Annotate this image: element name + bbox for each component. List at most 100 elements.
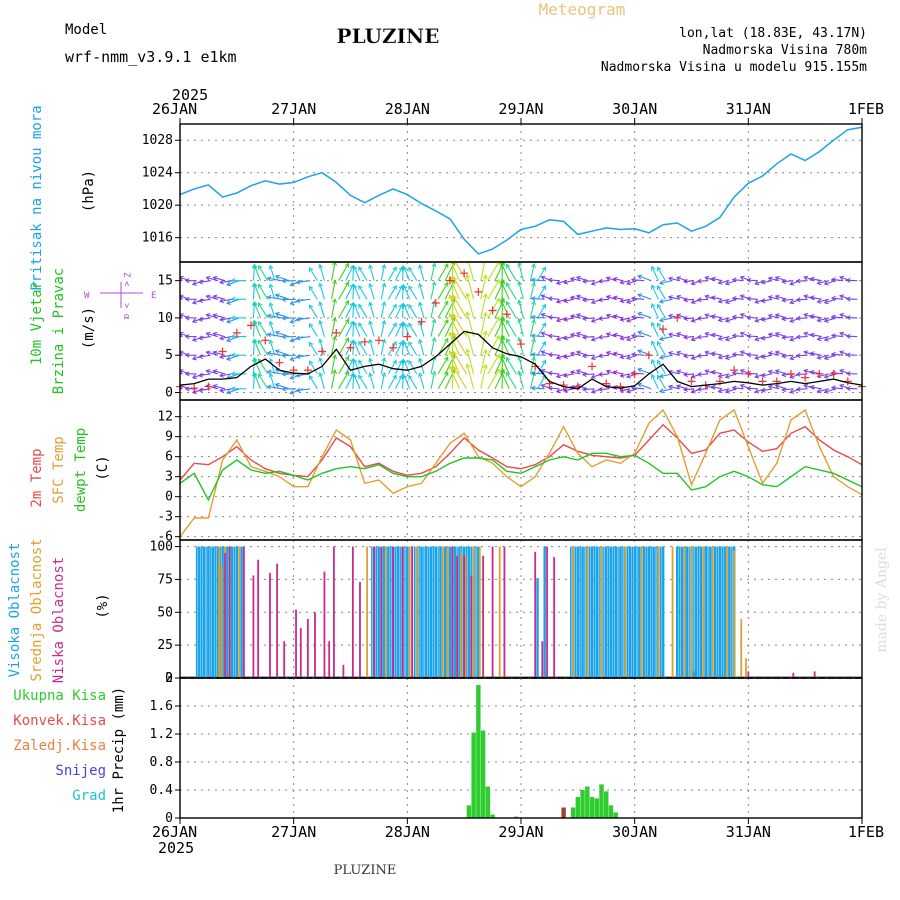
wind-arrow — [180, 276, 190, 282]
x-tick-label-top: 30JAN — [612, 100, 657, 118]
wind-arrow-head — [637, 311, 643, 317]
cloud-mid-bar — [472, 546, 475, 678]
wind-arrow — [782, 317, 794, 320]
wind-arrow-head — [219, 298, 224, 304]
cloud-low-bar — [546, 546, 548, 678]
cloud-low-bar — [257, 559, 260, 678]
wind-arrow — [651, 303, 659, 319]
wind-arrow-head — [466, 256, 470, 260]
wind-arrow-head — [809, 369, 815, 375]
pressure-ytick-label: 1024 — [142, 166, 173, 181]
wind-arrow — [437, 371, 449, 390]
wind-arrow-head — [789, 389, 795, 394]
cloud-low-bar — [328, 641, 331, 678]
wind-arrow-head — [581, 386, 587, 392]
wind-arrow — [180, 351, 190, 356]
wind-arrow-head — [408, 322, 413, 328]
wind-arrow — [732, 334, 744, 338]
wind-arrow-head — [803, 350, 809, 356]
wind-arrow-head — [452, 366, 458, 371]
wind-arrow — [651, 266, 659, 281]
wind-arrow-head — [830, 333, 836, 339]
wind-arrow — [500, 337, 510, 356]
cloud-mid-bar — [572, 546, 574, 678]
wind-arrow-head — [626, 317, 631, 323]
wind-arrow-head — [724, 317, 730, 323]
wind-arrow-head — [392, 303, 397, 309]
cloud-high-bar — [399, 546, 401, 678]
wind-arrow-head — [381, 372, 387, 377]
wind-arrow — [480, 312, 487, 337]
wind-arrow-head — [569, 295, 575, 301]
wind-arrow-head — [612, 276, 618, 282]
wind-arrow-head — [381, 338, 387, 344]
wind-arrow-head — [731, 351, 737, 357]
cloud-high-bar — [221, 546, 224, 678]
wind-arrow-head — [184, 334, 190, 340]
wind-arrow — [198, 354, 211, 358]
model-elevation-text: Nadmorska Visina u modelu 915.155m — [601, 60, 867, 75]
cloud-high-bar — [216, 546, 220, 678]
wind-arrow — [358, 304, 368, 319]
cloud-high-bar — [219, 546, 221, 678]
wind-arrow-head — [500, 336, 505, 342]
cloud-high-bar — [593, 546, 596, 678]
wind-arrow — [697, 280, 709, 282]
wind-arrow-head — [731, 385, 737, 391]
wind-arrow-head — [230, 278, 236, 284]
wind-arrow — [782, 354, 794, 357]
wind-arrow-head — [563, 354, 568, 360]
wind-arrow — [258, 373, 269, 390]
precip_total-bar — [589, 797, 595, 818]
wind-arrow-head — [563, 372, 568, 378]
cloud-ytick-label: 75 — [157, 572, 173, 587]
wind-arrow-head — [774, 331, 780, 337]
wind-arrow — [631, 335, 645, 338]
wind-arrow-head — [746, 315, 752, 321]
wind-arrow — [267, 352, 282, 356]
wind-arrow-head — [274, 293, 280, 299]
wind-gust-marker — [829, 369, 838, 378]
cloud-high-bar — [584, 546, 586, 678]
wind-arrow-head — [258, 302, 263, 308]
wind-arrow-head — [402, 266, 408, 272]
wind-arrow — [626, 336, 638, 341]
cloud-high-bar — [693, 546, 695, 678]
wind-arrow-head — [612, 314, 618, 320]
cloud-high-bar — [603, 546, 605, 678]
wind-arrow — [253, 264, 262, 281]
cloud-mid-ylabel: Srednja Oblacnost — [29, 538, 45, 681]
wind-arrow — [331, 336, 336, 356]
wind-arrow-head — [809, 351, 815, 357]
wind-arrow-head — [612, 370, 618, 375]
wind-arrow-head — [344, 355, 350, 361]
x-axis-top: 26JAN 27JAN 28JAN 29JAN 30JAN 31JAN 1FEB — [152, 100, 884, 124]
wind-arrow — [466, 293, 475, 319]
wind-arrow — [697, 354, 709, 357]
wind-arrow-head — [739, 275, 745, 281]
wind-arrow — [319, 264, 325, 281]
wind-arrow-head — [774, 384, 780, 389]
wind-gust-marker — [786, 369, 795, 378]
wind-arrow — [598, 336, 609, 338]
wind-arrow-head — [803, 368, 809, 374]
wind-arrow-head — [630, 352, 636, 357]
wind-arrow-head — [172, 371, 176, 375]
cloud-mid-bar — [586, 546, 589, 678]
wind-arrow-head — [358, 322, 363, 328]
wind-arrow-head — [816, 336, 822, 342]
cloud-mid-bar — [441, 546, 444, 678]
cloud-low-bar — [553, 557, 556, 678]
wind-arrow-head — [444, 263, 449, 269]
wind-arrow-head — [637, 382, 643, 388]
wind-arrow — [768, 370, 780, 375]
wind-arrow-head — [482, 274, 488, 280]
cloud-mid-bar — [624, 546, 627, 678]
wind-gust-marker — [303, 366, 312, 375]
wind-arrow — [275, 368, 290, 375]
wind-arrow-head — [268, 339, 274, 345]
cloud-low-bar — [299, 628, 302, 678]
wind-arrow — [556, 388, 567, 393]
wind-arrow-head — [392, 285, 397, 290]
wind-arrow — [518, 318, 524, 337]
